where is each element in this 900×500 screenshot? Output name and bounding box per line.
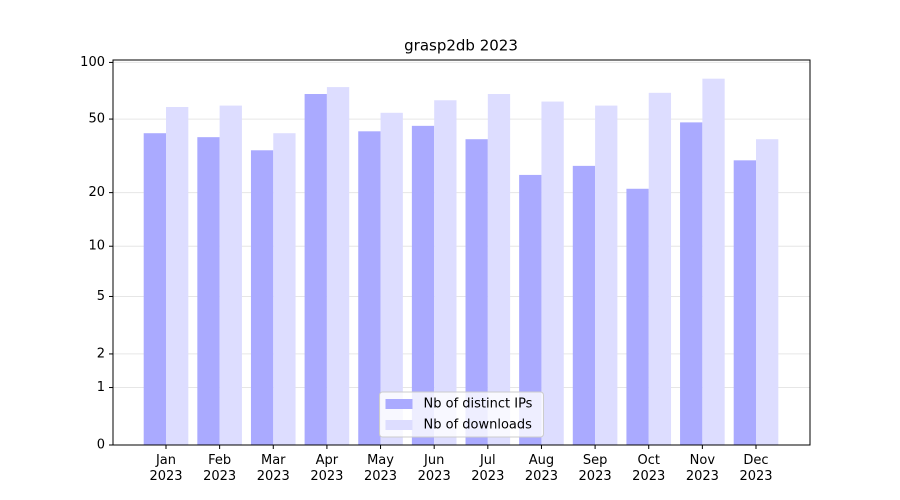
y-tick-label: 20 — [88, 185, 105, 200]
chart-title: grasp2db 2023 — [404, 37, 518, 55]
bar — [411, 125, 435, 445]
bar — [326, 87, 350, 446]
x-tick-label: Nov 2023 — [685, 453, 719, 484]
y-tick-label: 1 — [97, 380, 105, 395]
bar — [143, 133, 166, 445]
x-tick-label: Apr 2023 — [310, 453, 344, 484]
legend-label: Nb of distinct IPs — [424, 397, 533, 412]
x-tick-label: Mar 2023 — [256, 453, 290, 484]
bar — [166, 106, 189, 445]
legend-swatch — [385, 420, 413, 430]
y-tick-label: 5 — [97, 289, 105, 304]
bar — [219, 105, 242, 446]
x-tick-label: Oct 2023 — [632, 453, 666, 484]
bar — [756, 139, 779, 446]
x-tick-label: Dec 2023 — [739, 453, 773, 484]
bar — [626, 188, 649, 445]
x-tick-label: Sep 2023 — [578, 453, 612, 484]
bar — [733, 160, 756, 445]
bar — [702, 78, 725, 446]
axes-frame — [112, 59, 811, 446]
x-tick-label: Aug 2023 — [524, 453, 558, 484]
bar — [358, 131, 381, 445]
x-tick-label: Feb 2023 — [203, 453, 237, 484]
bar — [487, 94, 511, 446]
legend-label: Nb of downloads — [424, 418, 533, 433]
y-tick-label: 2 — [97, 346, 105, 361]
y-tick-label: 50 — [88, 112, 105, 127]
bar — [273, 133, 296, 445]
bar — [465, 139, 488, 446]
bar — [595, 105, 618, 446]
bar — [434, 100, 457, 445]
bar — [648, 92, 672, 445]
x-tick-label: Jul 2023 — [471, 453, 505, 484]
y-tick-label: 10 — [88, 239, 105, 254]
bar — [680, 122, 703, 446]
legend-box — [379, 391, 544, 438]
bar — [541, 101, 564, 446]
legend-swatch — [385, 399, 413, 409]
x-tick-label: Jun 2023 — [417, 453, 451, 484]
bar — [380, 112, 403, 446]
bar — [572, 165, 596, 446]
y-tick-label: 100 — [80, 55, 105, 70]
bar — [304, 94, 327, 446]
x-tick-label: May 2023 — [363, 453, 398, 484]
x-tick-label: Jan 2023 — [149, 453, 183, 484]
bar — [250, 150, 274, 445]
y-tick-label: 0 — [97, 438, 105, 453]
bar — [197, 137, 220, 445]
bar — [519, 174, 542, 445]
